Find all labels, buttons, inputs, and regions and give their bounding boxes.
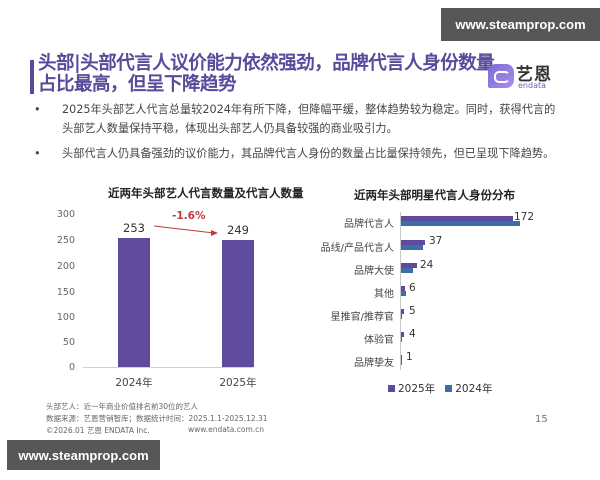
x-tick: 2024年 xyxy=(115,377,153,389)
logo-cn-text: 艺恩 xyxy=(516,65,552,85)
category-label: 品牌大使 xyxy=(354,266,394,277)
category-label: 其他 xyxy=(374,289,394,300)
bar-2024 xyxy=(401,337,402,342)
bar-2024 xyxy=(401,314,402,319)
legend-label: 2024年 xyxy=(455,383,493,395)
category-label: 品牌挚友 xyxy=(354,358,394,369)
trend-arrow-icon xyxy=(153,225,218,236)
legend-label: 2025年 xyxy=(398,383,436,395)
change-annotation: -1.6% xyxy=(172,210,206,222)
bar-2024 xyxy=(401,291,406,296)
category-label: 品牌代言人 xyxy=(344,219,394,230)
bar-2025 xyxy=(401,309,404,314)
y-tick: 100 xyxy=(56,312,75,323)
bullet-list: 2025年头部艺人代言总量较2024年有所下降，但降幅平缓，整体趋势较为稳定。同… xyxy=(34,100,564,169)
footnote-website: www.endata.com.cn xyxy=(188,425,265,434)
title-accent-bar xyxy=(30,60,34,94)
bar-value: 249 xyxy=(227,223,249,237)
bar-2024 xyxy=(118,238,150,367)
legend-swatch-icon xyxy=(445,385,453,392)
bar-2025 xyxy=(401,332,404,337)
bar-2025 xyxy=(401,263,417,268)
category-label: 品线/产品代言人 xyxy=(320,243,394,254)
x-tick: 2025年 xyxy=(219,377,257,389)
bar-2025 xyxy=(401,240,425,245)
category-label: 体验官 xyxy=(364,335,394,346)
endata-logo-icon xyxy=(488,64,514,88)
bar-2025 xyxy=(401,216,513,221)
page-number: 15 xyxy=(535,414,548,425)
footnote-copyright: ©2026.01 艺恩 ENDATA Inc. xyxy=(46,426,150,435)
footnote-definition: 头部艺人：近一年商业价值排名前30位的艺人 xyxy=(46,402,199,411)
page-title: 头部|头部代言人议价能力依然强劲，品牌代言人身份数量占比最高，但呈下降趋势 xyxy=(38,53,495,95)
bar-value: 6 xyxy=(409,282,416,294)
y-tick: 150 xyxy=(56,287,75,298)
y-tick: 50 xyxy=(62,337,75,348)
footnote-source: 数据来源：艺恩营销智库；数据统计时间：2025.1.1-2025.12.31 xyxy=(46,414,268,423)
bar-2024 xyxy=(401,360,402,365)
endata-logo: 艺恩 endata xyxy=(488,58,568,92)
watermark-bottom-left: www.steamprop.com xyxy=(7,440,160,470)
watermark-top-right: www.steamprop.com xyxy=(441,8,600,41)
bullet-item: 头部代言人仍具备强劲的议价能力，其品牌代言人身份的数量占比量保持领先，但已呈现下… xyxy=(34,144,564,163)
bar-value: 5 xyxy=(409,305,416,317)
y-tick: 250 xyxy=(56,235,75,246)
chart-legend: 2025年 2024年 xyxy=(388,381,492,396)
bar-2024 xyxy=(401,268,413,273)
category-label: 星推官/推荐官 xyxy=(330,312,394,323)
logo-en-text: endata xyxy=(518,81,547,90)
bar-2025 xyxy=(401,286,405,291)
bar-value: 37 xyxy=(429,235,443,247)
y-tick: 200 xyxy=(56,261,75,272)
legend-item-2024: 2024年 xyxy=(445,381,492,396)
bar-value: 172 xyxy=(514,211,535,223)
x-axis-line xyxy=(83,367,253,368)
y-tick: 300 xyxy=(56,209,75,220)
legend-item-2025: 2025年 xyxy=(388,381,435,396)
bar-2024 xyxy=(401,221,520,226)
bullet-item: 2025年头部艺人代言总量较2024年有所下降，但降幅平缓，整体趋势较为稳定。同… xyxy=(34,100,564,138)
chart-title: 近两年头部明星代言人身份分布 xyxy=(354,188,515,202)
bar-value: 24 xyxy=(420,259,434,271)
bar-2025 xyxy=(401,355,402,360)
y-tick: 0 xyxy=(68,362,75,373)
bar-value: 253 xyxy=(123,221,145,235)
legend-swatch-icon xyxy=(388,385,395,392)
bar-2024 xyxy=(401,245,423,250)
y-axis-line xyxy=(400,212,401,370)
bar-value: 1 xyxy=(406,351,413,363)
bar-2025 xyxy=(222,240,254,367)
chart-title: 近两年头部艺人代言数量及代言人数量 xyxy=(108,186,304,200)
bar-value: 4 xyxy=(409,328,416,340)
